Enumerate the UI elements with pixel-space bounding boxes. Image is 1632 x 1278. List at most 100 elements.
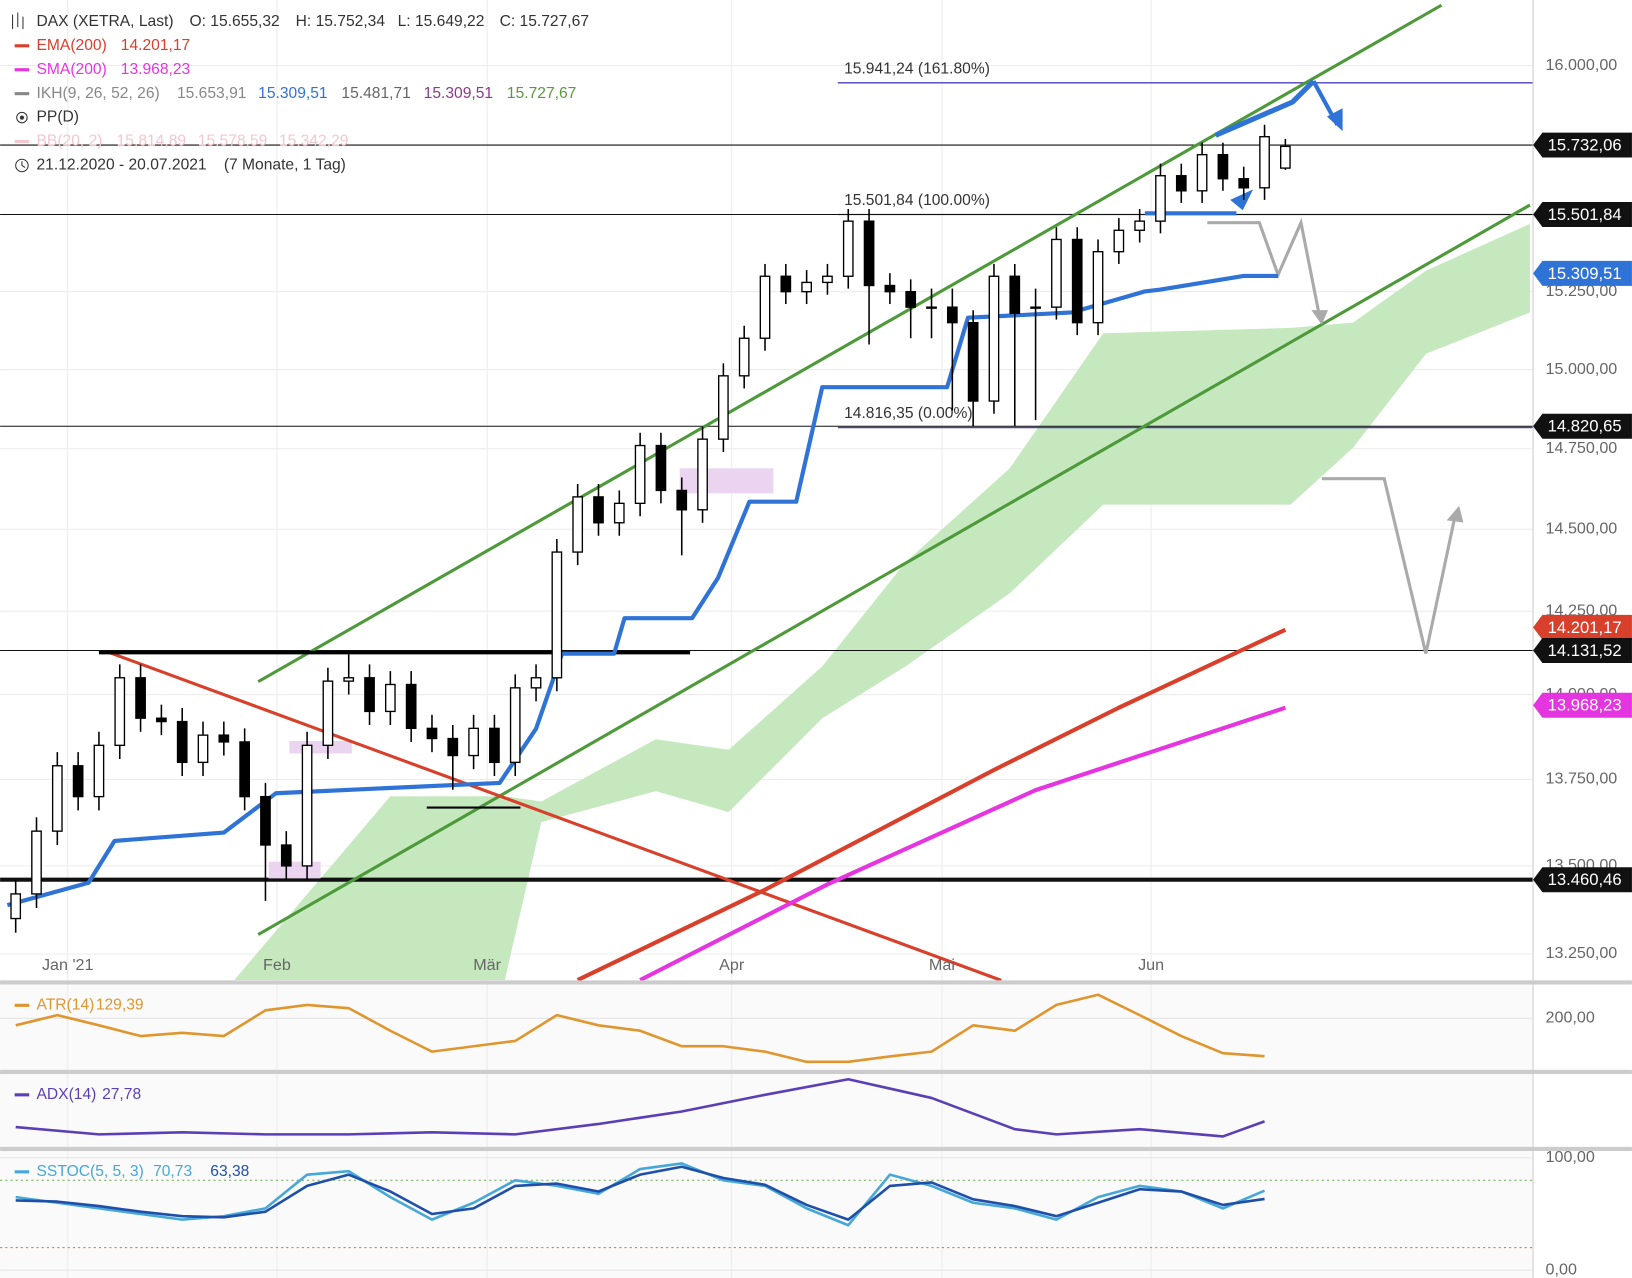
- date-range-note: (7 Monate, 1 Tag): [224, 157, 346, 174]
- legend-value: 15.814,89: [117, 133, 186, 150]
- candle-body: [593, 496, 604, 524]
- candle-body: [509, 687, 521, 764]
- price-tag: [1533, 692, 1632, 718]
- ichimoku-cloud: [234, 223, 1530, 981]
- legend-value: 70,73: [153, 1163, 192, 1180]
- price-tag-label: 13.968,23: [1548, 696, 1622, 715]
- legend-name: ADX(14): [37, 1086, 97, 1103]
- candle-body: [156, 717, 167, 723]
- candle-body: [1155, 175, 1166, 222]
- candle-body: [447, 737, 459, 757]
- candle-body: [884, 284, 896, 293]
- candle-body: [280, 844, 292, 867]
- legend-value: 63,38: [210, 1163, 249, 1180]
- candle-body: [863, 220, 875, 287]
- ohlc-label: O: 15.655,32: [189, 13, 279, 30]
- y-tick-label: 0,00: [1546, 1260, 1577, 1278]
- date-range: 21.12.2020 - 20.07.2021: [37, 157, 207, 174]
- candle-body: [1280, 145, 1291, 169]
- price-tag-label: 15.501,84: [1548, 205, 1622, 224]
- gray-arrow: [1321, 477, 1457, 654]
- candle-body: [1175, 175, 1187, 192]
- candle-body: [10, 893, 22, 920]
- indicator-line: [576, 627, 1287, 982]
- legend-value: 15.653,91: [177, 85, 246, 102]
- highlight-box: [289, 740, 352, 754]
- candle-body: [93, 744, 105, 798]
- legend-value: 15.578,59: [198, 133, 267, 150]
- ohlc-label: C: 15.727,67: [500, 13, 589, 30]
- candle-body: [551, 551, 563, 679]
- indicator-line: [15, 1165, 1265, 1221]
- price-tag: [1533, 202, 1632, 227]
- candle-body: [322, 680, 334, 747]
- legend-name: BB(20, 2): [37, 133, 103, 150]
- price-tag-label: 14.201,17: [1548, 618, 1622, 637]
- x-tick-label: Jan '21: [42, 956, 94, 974]
- legend-icon: [16, 111, 28, 124]
- candle-body: [1030, 306, 1041, 309]
- panel-separator: [0, 1069, 1632, 1075]
- x-tick-label: Apr: [719, 956, 745, 974]
- candle-body: [1238, 178, 1250, 189]
- candle-body: [634, 444, 646, 505]
- candle-body: [655, 444, 667, 492]
- x-tick-label: Mai: [929, 956, 955, 974]
- candle-body: [780, 275, 792, 293]
- price-tag: [1533, 132, 1632, 158]
- price-tag: [1533, 260, 1632, 286]
- candle-body: [135, 677, 146, 719]
- y-tick-label: 13.750,00: [1546, 770, 1618, 788]
- ohlc-label: H: 15.752,34: [296, 13, 386, 30]
- candle-body: [1134, 220, 1146, 231]
- candle-body: [842, 220, 854, 277]
- candle-body: [468, 727, 479, 757]
- candle-body: [239, 741, 251, 798]
- candle-body: [218, 734, 230, 743]
- x-tick-label: Jun: [1138, 956, 1164, 974]
- candle-body: [1217, 153, 1229, 180]
- candle-body: [343, 677, 355, 682]
- candle-body: [926, 306, 937, 309]
- candle-body: [801, 281, 812, 293]
- blue-arrow: [1214, 79, 1316, 138]
- clock-icon: [15, 158, 29, 173]
- candle-body: [738, 337, 750, 377]
- fib-label: 15.501,84 (100.00%): [844, 192, 990, 209]
- y-tick-label: 100,00: [1546, 1148, 1595, 1166]
- legend-value: 15.309,51: [424, 85, 493, 102]
- price-tag: [1533, 614, 1632, 640]
- legend-value: 15.727,67: [507, 85, 576, 102]
- price-tag-label: 15.732,06: [1548, 135, 1622, 154]
- price-tag: [1533, 867, 1632, 893]
- candle-body: [426, 727, 438, 740]
- fib-label: 15.941,24 (161.80%): [844, 60, 990, 77]
- candle-body: [967, 321, 979, 402]
- legend-value: 129,39: [96, 996, 144, 1013]
- price-tag: [1533, 638, 1632, 664]
- price-tag-label: 15.309,51: [1548, 264, 1622, 283]
- indicator-line: [15, 993, 1265, 1064]
- y-tick-label: 200,00: [1546, 1009, 1595, 1027]
- y-tick-label: 13.250,00: [1546, 944, 1618, 962]
- candle-body: [31, 830, 42, 895]
- y-tick-label: 14.750,00: [1546, 439, 1618, 457]
- price-tag-label: 14.820,65: [1548, 417, 1622, 436]
- channel-line: [257, 203, 1531, 936]
- candle-body: [822, 275, 833, 284]
- lower-panels-bg: [0, 984, 1534, 1278]
- candle-body: [405, 683, 417, 730]
- candle-body: [489, 727, 500, 764]
- legend-value: 13.968,23: [121, 61, 190, 78]
- candle-body: [1009, 275, 1021, 315]
- legend-name: PP(D): [37, 109, 79, 126]
- price-tag-label: 13.460,46: [1548, 870, 1622, 889]
- candle-body: [905, 290, 917, 308]
- candle-body: [176, 720, 188, 764]
- ohlc-label: L: 15.649,22: [398, 13, 485, 30]
- panel-separator: [0, 1146, 1632, 1152]
- candle-body: [572, 496, 584, 553]
